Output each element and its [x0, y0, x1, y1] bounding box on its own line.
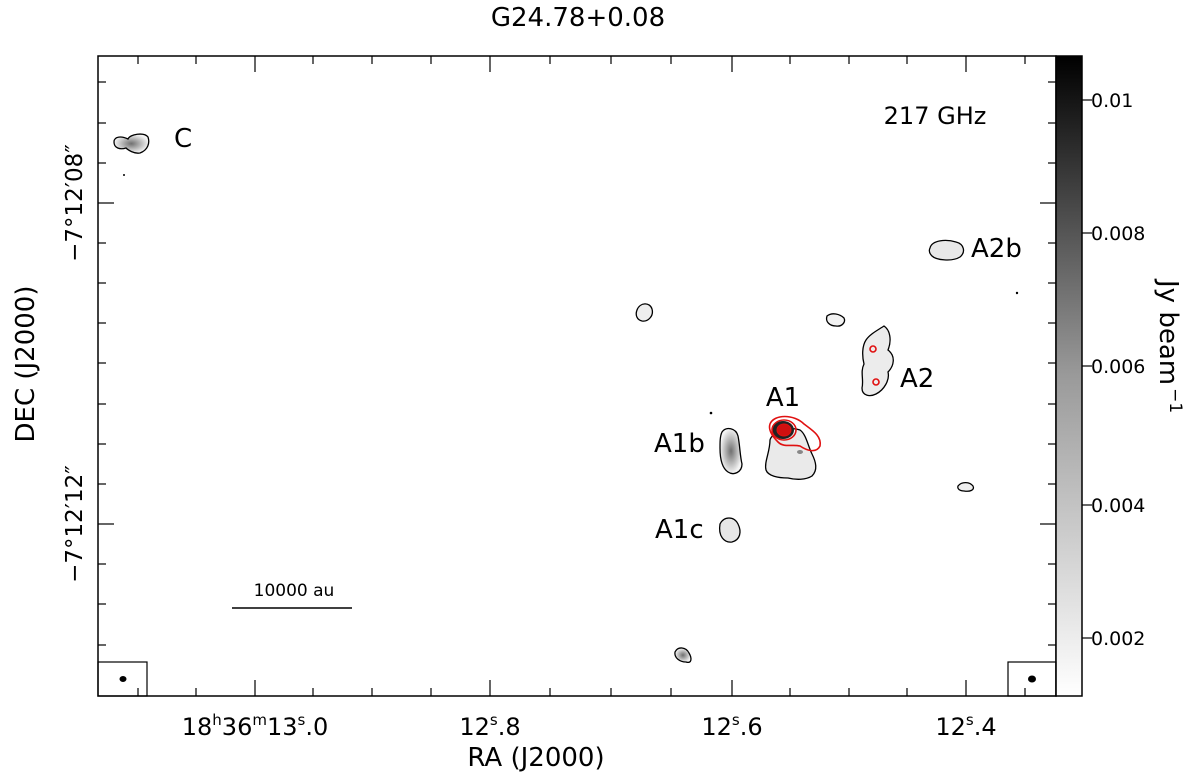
- y-axis-label: DEC (J2000): [11, 286, 41, 443]
- source-A2b-contour: [928, 239, 965, 261]
- source-label-A1b: A1b: [654, 429, 705, 459]
- scale-bar-label: 10000 au: [254, 581, 335, 601]
- colorbar-label-text: Jy beam: [1153, 278, 1183, 385]
- source-A2-contour: [825, 313, 894, 397]
- source-A1b-contour: [709, 411, 743, 475]
- x-tick-label: 12s.6: [701, 711, 762, 741]
- noise-dot: [1015, 291, 1019, 295]
- source-label-A1: A1: [766, 383, 800, 413]
- figure-title: G24.78+0.08: [491, 3, 665, 33]
- colorbar-tick-label: 0.004: [1091, 495, 1145, 517]
- plot-frame: [97, 55, 1057, 697]
- source-blob-south: [674, 647, 692, 664]
- source-A1c-contour: [718, 517, 741, 543]
- colorbar-label-exponent: −1: [1165, 388, 1185, 413]
- colorbar-ticks: [1082, 99, 1092, 639]
- x-tick-label: 18h36m13s.0: [182, 711, 329, 741]
- source-blob-east: [957, 481, 975, 492]
- source-C-contour: [113, 133, 150, 176]
- source-A1-contour: [764, 415, 822, 480]
- colorbar-tick-label: 0.008: [1091, 223, 1145, 245]
- source-label-A2: A2: [900, 364, 934, 394]
- y-ticks: [98, 81, 1056, 646]
- x-axis-label: RA (J2000): [467, 743, 604, 773]
- x-tick-label: 12s.8: [459, 711, 520, 741]
- frequency-label: 217 GHz: [884, 102, 987, 130]
- colorbar-tick-label: 0.002: [1091, 628, 1145, 650]
- y-tick-label: −7°12′08″: [62, 144, 88, 262]
- colorbar-label: Jy beam −1: [1153, 278, 1185, 413]
- y-tick-label: −7°12′12″: [62, 465, 88, 583]
- x-ticks: [137, 56, 1026, 696]
- colorbar-tick-label: 0.006: [1091, 356, 1145, 378]
- x-tick-label: 12s.4: [935, 711, 996, 741]
- source-label-A2b: A2b: [971, 234, 1022, 264]
- source-label-C: C: [174, 124, 192, 154]
- colorbar-tick-label: 0.01: [1091, 90, 1133, 112]
- beam-box-right: [1007, 661, 1057, 697]
- source-label-A1c: A1c: [655, 515, 704, 545]
- colorbar: [1055, 55, 1083, 697]
- beam-box-left: [97, 661, 148, 697]
- source-blob-west: [635, 303, 654, 322]
